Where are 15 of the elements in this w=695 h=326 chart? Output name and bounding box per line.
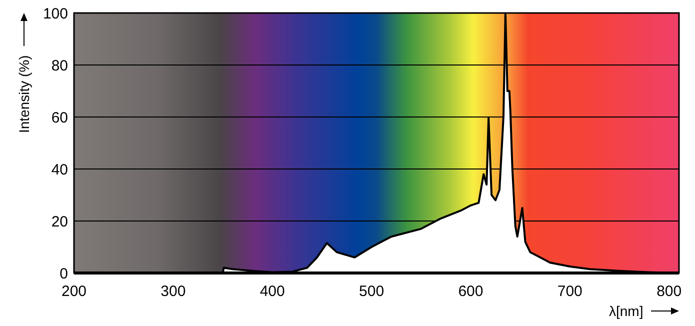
y-tick-label: 0 [60,265,68,282]
y-tick-label: 60 [51,109,68,126]
x-tick-label: 300 [160,283,186,300]
x-axis-title: λ[nm] [609,303,644,319]
x-tick-label: 200 [61,283,87,300]
y-tick-label: 40 [51,161,68,178]
y-axis-title: Intensity (%) [16,55,32,133]
x-tick-label: 600 [458,283,484,300]
x-tick-label: 500 [359,283,384,300]
y-tick-label: 80 [51,57,68,74]
x-tick-label: 800 [656,283,682,300]
y-tick-label: 100 [42,5,68,22]
x-tick-label: 700 [557,283,582,300]
y-tick-label: 20 [51,213,68,230]
x-tick-label: 400 [260,283,285,300]
